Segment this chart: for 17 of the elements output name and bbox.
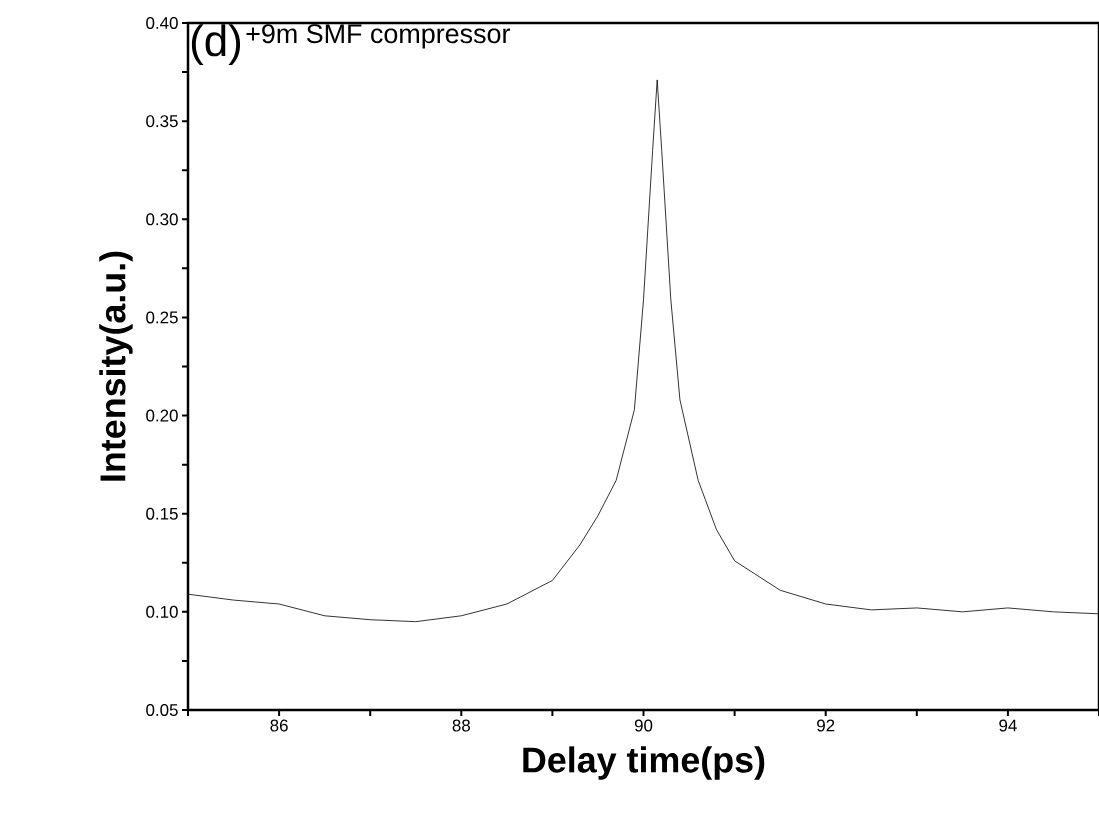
x-tick-label: 88	[452, 719, 470, 732]
y-tick-label: 0.20	[146, 409, 178, 422]
x-tick-label: 86	[270, 719, 288, 732]
y-axis-title: Intensity(a.u.)	[99, 251, 133, 481]
x-tick-label: 94	[999, 719, 1017, 732]
y-tick-label: 0.10	[146, 605, 178, 618]
annotation: +9m SMF compressor	[246, 24, 510, 49]
x-tick-label: 92	[817, 719, 835, 732]
y-tick-label: 0.30	[146, 213, 178, 226]
y-tick-label: 0.05	[146, 704, 178, 716]
annotation: (d)	[191, 24, 241, 66]
x-axis-title: Delay time(ps)	[523, 746, 765, 780]
y-tick-label: 0.15	[146, 507, 178, 520]
y-tick-label: 0.25	[146, 311, 178, 324]
y-tick-label: 0.40	[146, 16, 178, 29]
y-tick-label: 0.35	[146, 115, 178, 128]
x-tick-label: 90	[634, 719, 653, 732]
